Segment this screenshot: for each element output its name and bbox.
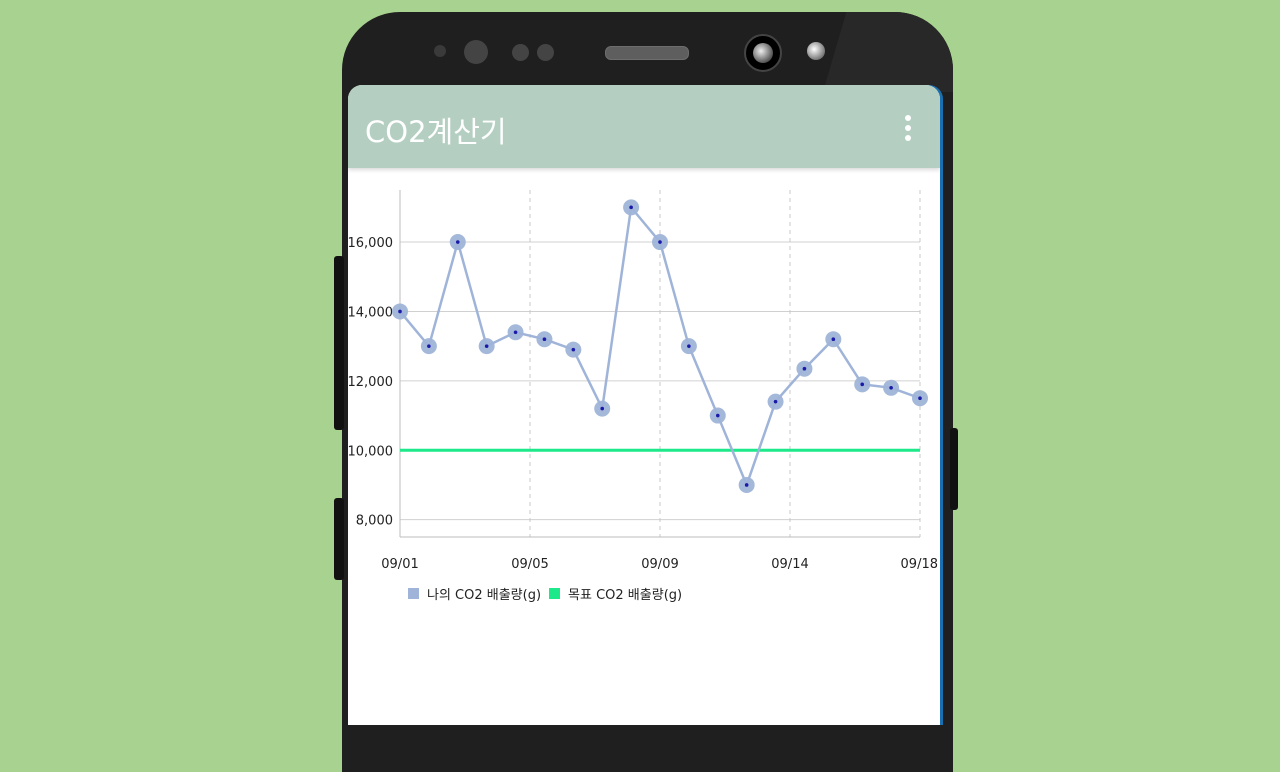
data-point-center bbox=[484, 344, 489, 348]
y-tick-label: 10,000 bbox=[348, 444, 393, 459]
data-point-center bbox=[513, 330, 518, 335]
x-tick-label: 09/14 bbox=[771, 557, 808, 572]
volume-down-button[interactable] bbox=[334, 498, 344, 580]
x-tick-label: 09/01 bbox=[381, 557, 418, 572]
data-point-center bbox=[455, 240, 460, 244]
front-sensor bbox=[464, 40, 488, 64]
front-flash bbox=[807, 42, 825, 60]
x-tick-label: 09/09 bbox=[641, 557, 678, 572]
front-camera bbox=[744, 34, 782, 72]
power-button[interactable] bbox=[950, 428, 958, 510]
legend-swatch bbox=[408, 587, 419, 599]
y-tick-label: 16,000 bbox=[348, 236, 393, 251]
earpiece-speaker bbox=[605, 46, 689, 60]
legend-label: 목표 CO2 배출량(g) bbox=[568, 587, 683, 603]
data-point-center bbox=[802, 366, 807, 371]
legend-item: 목표 CO2 배출량(g) bbox=[549, 584, 682, 603]
proximity-sensor bbox=[512, 44, 529, 61]
x-tick-label: 09/05 bbox=[511, 557, 548, 572]
sensor-dot bbox=[434, 45, 446, 57]
data-point-center bbox=[427, 344, 431, 348]
data-point-center bbox=[600, 406, 605, 411]
data-point-center bbox=[629, 205, 633, 210]
legend-label: 나의 CO2 배출량(g) bbox=[427, 587, 542, 603]
data-point-center bbox=[542, 337, 547, 342]
phone-glare bbox=[823, 12, 953, 92]
chart-legend: 나의 CO2 배출량(g) 목표 CO2 배출량(g) bbox=[408, 584, 690, 603]
volume-up-button[interactable] bbox=[334, 256, 344, 430]
data-point-center bbox=[860, 382, 865, 387]
app-screen: CO2계산기 8,000 10,000 12,000 14,000 16,000 09/0… bbox=[348, 85, 940, 725]
app-bar: CO2계산기 bbox=[348, 85, 940, 168]
y-tick-label: 8,000 bbox=[356, 514, 393, 529]
light-sensor bbox=[537, 44, 554, 61]
data-point-center bbox=[744, 483, 749, 487]
legend-item: 나의 CO2 배출량(g) bbox=[408, 584, 541, 603]
app-title: CO2계산기 bbox=[365, 115, 507, 149]
data-point-center bbox=[773, 399, 778, 404]
data-point-center bbox=[658, 240, 662, 244]
data-point-center bbox=[831, 337, 836, 342]
data-point-center bbox=[687, 344, 691, 348]
x-tick-label: 09/18 bbox=[901, 557, 938, 572]
y-tick-label: 12,000 bbox=[348, 375, 393, 390]
legend-swatch bbox=[549, 587, 561, 599]
data-point-center bbox=[918, 396, 922, 401]
data-point-center bbox=[889, 385, 893, 390]
data-point-center bbox=[715, 413, 720, 418]
y-tick-label: 14,000 bbox=[348, 305, 393, 320]
data-point-center bbox=[398, 309, 402, 314]
data-point-center bbox=[571, 347, 576, 352]
more-vertical-icon[interactable] bbox=[896, 113, 922, 143]
line-chart: 8,000 10,000 12,000 14,000 16,000 09/01 09/05 0… bbox=[348, 190, 938, 572]
